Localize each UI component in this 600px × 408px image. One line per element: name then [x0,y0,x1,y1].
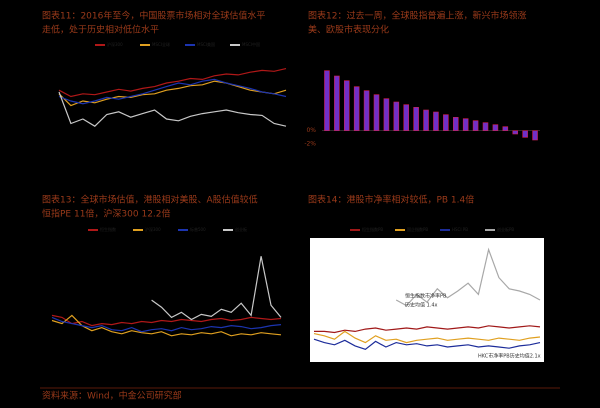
bar [383,98,390,131]
chart-title: 图表13：全球市场估值，港股相对美股、A股估值较低 [42,194,258,206]
bar [393,101,400,131]
annotation: HKC市净率PB历史均值2.1x [478,353,541,360]
bar [363,90,370,131]
legend-label: 国企指数PB [407,226,428,232]
bar [343,80,350,131]
bar [472,120,479,131]
bar [403,104,410,131]
legend-label: 恒生指数PB [362,226,383,232]
bar [482,122,489,131]
legend-label: MSCI美国 [197,41,215,47]
annotation: 恒生指数市净率PB [405,293,447,300]
series-line [151,256,282,321]
bar [373,94,380,131]
series-line [395,247,541,307]
legend-label: MSCI中国 [242,41,260,47]
series-line [51,314,282,327]
legend-label: 创业板 [235,226,247,232]
series-line [58,78,287,105]
series-line [313,330,541,344]
series-line [58,91,287,127]
series-line [51,314,282,337]
bar [502,126,509,131]
footer: 资料来源：Wind，中金公司研究部 [42,390,182,402]
bar [452,117,459,131]
legend-label: HSCI PB [452,227,468,232]
legend-label: 沪深300 [107,41,123,47]
y-tick-label: 0% [306,127,316,134]
legend-label: 沪深300 [145,226,161,232]
bar [492,124,499,131]
bar [443,114,449,131]
chart-title: 图表11：2016年至今，中国股票市场相对全球估值水平 [42,10,265,22]
series-line [58,68,287,98]
chart-subtitle: 美、欧股市表现分化 [308,24,389,36]
bar [462,118,469,131]
series-line [313,338,541,350]
series-line [314,325,541,334]
chart-subtitle: 走低，处于历史相对低位水平 [42,24,159,36]
legend-label: 创业板PB [497,226,514,232]
series-line [58,80,287,107]
bar [413,107,419,131]
chart-title: 图表12：过去一周，全球股指普遍上涨，新兴市场领涨 [308,10,526,22]
bar [334,75,340,131]
annotation: 历史均值 1.4x [405,302,438,309]
bar [532,130,538,141]
bar [324,70,330,131]
legend-label: 恒生指数 [100,226,116,232]
chart-subtitle: 恒指PE 11倍，沪深300 12.2倍 [42,208,171,220]
bar [512,130,519,135]
legend-label: 标普500 [190,226,206,232]
chart-title: 图表14：港股市净率相对较低，PB 1.4倍 [308,194,474,206]
bar [433,111,439,131]
plot-background [310,238,544,362]
bar [522,130,528,138]
series-line [51,316,282,333]
bar [423,109,429,131]
bar [353,86,360,131]
y-tick-label: -2% [304,141,316,148]
legend-label: MSCI全球 [152,41,170,47]
